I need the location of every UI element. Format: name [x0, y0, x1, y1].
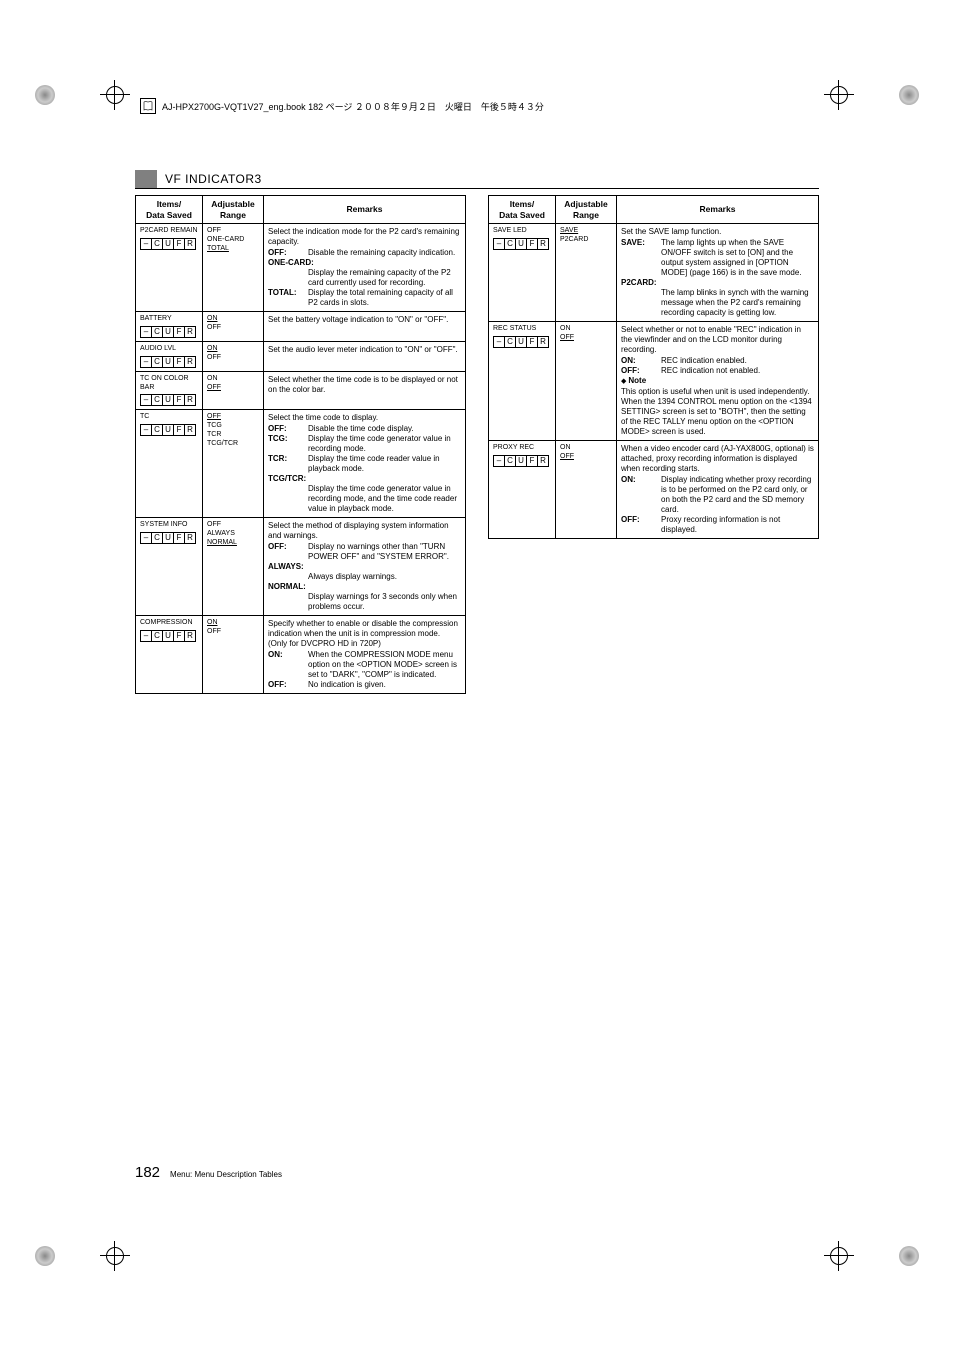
remarks-cell: Select whether or not to enable "REC" in… [617, 322, 819, 441]
cufr-indicator: –CUFR [493, 455, 549, 467]
item-cell: SYSTEM INFO–CUFR [136, 518, 203, 616]
range-cell: OFFALWAYSNORMAL [203, 518, 264, 616]
remarks-cell: Select the method of displaying system i… [264, 518, 466, 616]
th-remarks: Remarks [617, 196, 819, 224]
registration-mark [824, 80, 854, 110]
cufr-indicator: –CUFR [140, 532, 196, 544]
cufr-indicator: –CUFR [140, 630, 196, 642]
cufr-indicator: –CUFR [140, 238, 196, 250]
remarks-cell: Set the audio lever meter indication to … [264, 342, 466, 372]
th-items: Items/Data Saved [489, 196, 556, 224]
table-row: COMPRESSION–CUFRONOFFSpecify whether to … [136, 616, 466, 694]
footer-text: Menu: Menu Description Tables [170, 1170, 282, 1179]
crop-mark [869, 1231, 919, 1281]
remarks-cell: Select the indication mode for the P2 ca… [264, 224, 466, 312]
crop-mark [35, 70, 85, 120]
remarks-cell: Specify whether to enable or disable the… [264, 616, 466, 694]
section-tab [135, 170, 157, 188]
crop-mark [35, 1231, 85, 1281]
range-cell: ONOFF [556, 322, 617, 441]
remarks-cell: Select whether the time code is to be di… [264, 371, 466, 410]
table-row: TC–CUFROFFTCGTCRTCG/TCRSelect the time c… [136, 410, 466, 518]
remarks-cell: When a video encoder card (AJ-YAX800G, o… [617, 441, 819, 539]
columns: Items/Data Saved AdjustableRange Remarks… [135, 195, 819, 694]
print-header-text: AJ-HPX2700G-VQT1V27_eng.book 182 ページ ２００… [162, 100, 544, 113]
section-header: VF INDICATOR3 [135, 170, 819, 189]
right-table: Items/Data Saved AdjustableRange Remarks… [488, 195, 819, 539]
item-cell: REC STATUS–CUFR [489, 322, 556, 441]
range-cell: ONOFF [203, 616, 264, 694]
item-cell: BATTERY–CUFR [136, 312, 203, 342]
cufr-indicator: –CUFR [493, 336, 549, 348]
range-cell: ONOFF [203, 312, 264, 342]
th-remarks: Remarks [264, 196, 466, 224]
registration-mark [824, 1241, 854, 1271]
right-column: Items/Data Saved AdjustableRange Remarks… [488, 195, 819, 539]
table-row: PROXY REC–CUFRONOFFWhen a video encoder … [489, 441, 819, 539]
table-row: AUDIO LVL–CUFRONOFFSet the audio lever m… [136, 342, 466, 372]
remarks-cell: Set the battery voltage indication to "O… [264, 312, 466, 342]
content-area: VF INDICATOR3 Items/Data Saved Adjustabl… [135, 170, 819, 694]
book-icon [140, 98, 156, 114]
cufr-indicator: –CUFR [140, 326, 196, 338]
cufr-indicator: –CUFR [140, 356, 196, 368]
item-cell: TC–CUFR [136, 410, 203, 518]
th-range: AdjustableRange [556, 196, 617, 224]
page: AJ-HPX2700G-VQT1V27_eng.book 182 ページ ２００… [0, 0, 954, 1351]
range-cell: ONOFF [556, 441, 617, 539]
range-cell: ONOFF [203, 342, 264, 372]
range-cell: ONOFF [203, 371, 264, 410]
left-table: Items/Data Saved AdjustableRange Remarks… [135, 195, 466, 694]
item-cell: TC ON COLOR BAR–CUFR [136, 371, 203, 410]
item-cell: AUDIO LVL–CUFR [136, 342, 203, 372]
cufr-indicator: –CUFR [140, 394, 196, 406]
item-cell: SAVE LED–CUFR [489, 224, 556, 322]
th-items: Items/Data Saved [136, 196, 203, 224]
page-footer: 182 Menu: Menu Description Tables [135, 1164, 282, 1181]
registration-mark [100, 1241, 130, 1271]
th-range: AdjustableRange [203, 196, 264, 224]
print-header: AJ-HPX2700G-VQT1V27_eng.book 182 ページ ２００… [140, 98, 544, 114]
remarks-cell: Set the SAVE lamp function.SAVE:The lamp… [617, 224, 819, 322]
cufr-indicator: –CUFR [493, 238, 549, 250]
table-row: REC STATUS–CUFRONOFFSelect whether or no… [489, 322, 819, 441]
section-title: VF INDICATOR3 [157, 172, 262, 186]
crop-mark [869, 70, 919, 120]
left-column: Items/Data Saved AdjustableRange Remarks… [135, 195, 466, 694]
range-cell: SAVEP2CARD [556, 224, 617, 322]
cufr-indicator: –CUFR [140, 424, 196, 436]
item-cell: P2CARD REMAIN–CUFR [136, 224, 203, 312]
item-cell: PROXY REC–CUFR [489, 441, 556, 539]
page-number: 182 [135, 1164, 160, 1181]
table-row: BATTERY–CUFRONOFFSet the battery voltage… [136, 312, 466, 342]
range-cell: OFFONE-CARDTOTAL [203, 224, 264, 312]
range-cell: OFFTCGTCRTCG/TCR [203, 410, 264, 518]
table-row: P2CARD REMAIN–CUFROFFONE-CARDTOTALSelect… [136, 224, 466, 312]
registration-mark [100, 80, 130, 110]
item-cell: COMPRESSION–CUFR [136, 616, 203, 694]
table-row: SAVE LED–CUFRSAVEP2CARDSet the SAVE lamp… [489, 224, 819, 322]
table-row: SYSTEM INFO–CUFROFFALWAYSNORMALSelect th… [136, 518, 466, 616]
table-row: TC ON COLOR BAR–CUFRONOFFSelect whether … [136, 371, 466, 410]
remarks-cell: Select the time code to display.OFF:Disa… [264, 410, 466, 518]
